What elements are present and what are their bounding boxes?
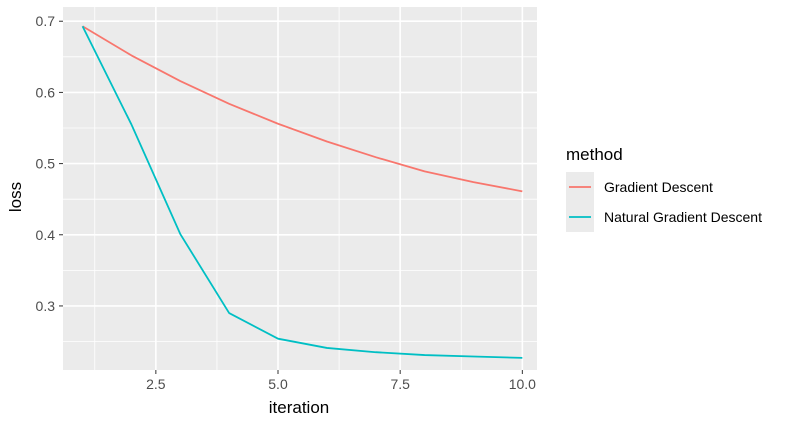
x-axis-label: iteration xyxy=(269,398,329,417)
x-tick-label: 10.0 xyxy=(509,376,536,392)
series-layer xyxy=(81,25,523,359)
legend-label-gradient-descent: Gradient Descent xyxy=(604,179,713,195)
x-tick-label: 5.0 xyxy=(268,376,288,392)
y-axis-label: loss xyxy=(6,182,25,212)
y-tick-label: 0.5 xyxy=(36,156,56,172)
series-line-natural-gradient-descent xyxy=(81,25,523,359)
series-line-gradient-descent xyxy=(82,25,523,193)
y-tick-label: 0.3 xyxy=(36,298,56,314)
x-tick-label: 7.5 xyxy=(390,376,410,392)
legend-title: method xyxy=(566,145,623,164)
legend: method Gradient Descent Natural Gradient … xyxy=(566,145,762,232)
minor-gridlines xyxy=(63,7,537,370)
major-gridlines xyxy=(63,7,537,370)
x-tick-label: 2.5 xyxy=(146,376,166,392)
legend-items: Gradient Descent Natural Gradient Descent xyxy=(566,172,762,232)
y-tick-label: 0.6 xyxy=(36,84,56,100)
y-tick-label: 0.4 xyxy=(36,227,56,243)
legend-label-natural-gradient-descent: Natural Gradient Descent xyxy=(604,209,762,225)
y-tick-label: 0.7 xyxy=(36,13,56,29)
plot-panel xyxy=(63,7,537,370)
y-axis: 0.3 0.4 0.5 0.6 0.7 xyxy=(36,13,63,314)
x-axis: 2.5 5.0 7.5 10.0 xyxy=(146,370,536,392)
